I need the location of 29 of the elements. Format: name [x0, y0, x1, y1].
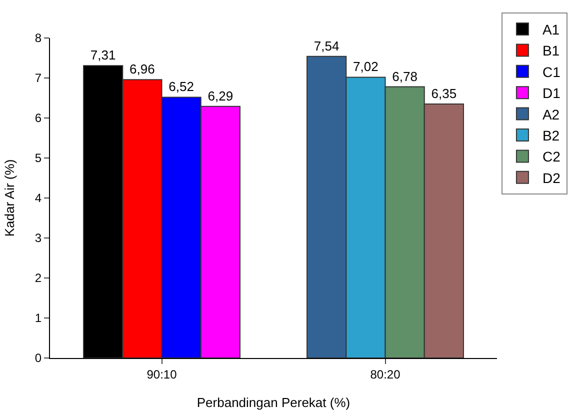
legend-label: B1 [542, 42, 560, 59]
y-tick-label: 2 [34, 271, 42, 286]
y-tick-label: 7 [34, 71, 42, 86]
x-tick-label: 80:20 [370, 367, 401, 382]
legend-label: A1 [542, 21, 560, 38]
x-tick-label: 90:10 [146, 367, 178, 382]
legend-label: D2 [542, 170, 561, 186]
data-label: 6,52 [168, 79, 194, 94]
data-label: 6,96 [130, 62, 155, 77]
data-label: 6,29 [208, 88, 234, 104]
data-label: 7,02 [353, 59, 378, 74]
y-tick-label: 3 [34, 231, 42, 246]
data-label: 7,54 [314, 38, 340, 54]
data-label: 6,35 [431, 86, 457, 101]
data-label: 6,78 [392, 68, 418, 84]
y-axis-title: Kadar Air (%) [2, 159, 17, 237]
y-tick-label: 0 [34, 351, 42, 366]
y-tick-label: 4 [34, 191, 42, 206]
y-tick-label: 8 [34, 31, 42, 46]
legend-label: A2 [542, 106, 560, 122]
y-tick-label: 6 [34, 111, 42, 126]
y-tick-label: 1 [34, 311, 42, 326]
legend-label: D1 [542, 85, 561, 102]
legend-label: B2 [542, 127, 560, 144]
y-tick-label: 5 [34, 151, 42, 166]
legend-label: C1 [542, 64, 561, 80]
data-label: 7,31 [90, 48, 116, 63]
legend-label: C2 [542, 148, 561, 165]
x-axis-title: Perbandingan Perekat (%) [196, 395, 350, 410]
